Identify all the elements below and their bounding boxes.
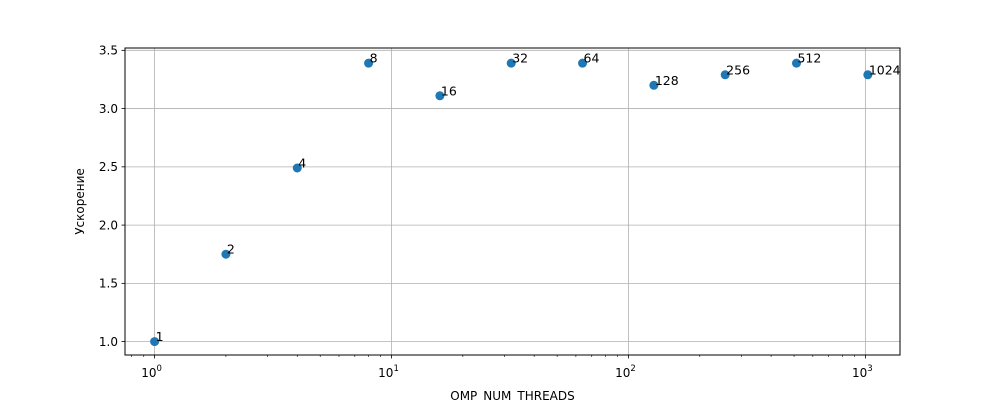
data-point-label: 8 (370, 51, 378, 66)
data-point-label: 16 (441, 83, 457, 98)
x-tick-base: 10 (378, 366, 393, 380)
data-point (221, 249, 231, 259)
data-point-label: 128 (655, 73, 679, 88)
data-point-label: 32 (512, 51, 528, 66)
data-point (578, 58, 588, 68)
x-tick-label: 103 (852, 364, 873, 380)
data-point-label: 2 (227, 242, 235, 257)
x-tick-base: 10 (852, 366, 867, 380)
x-tick-exponent: 0 (157, 364, 162, 374)
x-tick-label: 102 (615, 364, 636, 380)
y-tick-label: 3.0 (99, 102, 118, 116)
data-point (364, 58, 374, 68)
data-point (863, 70, 873, 80)
data-labels: 1 2 4 8 16 32 64 128 256 512 1024 (156, 51, 901, 344)
x-axis-label: OMP_NUM_THREADS (450, 389, 575, 400)
data-point (506, 58, 516, 68)
x-tick-label: 101 (378, 364, 399, 380)
plot-frame (124, 47, 901, 356)
data-point-label: 1024 (869, 62, 901, 77)
x-tick-exponent: 1 (393, 364, 398, 374)
y-axis-ticks: 1.0 1.5 2.0 2.5 3.0 3.5 (99, 44, 125, 349)
data-point (649, 80, 659, 90)
data-point-label: 64 (584, 51, 600, 66)
x-axis-ticks: 100 101 102 103 (131, 355, 873, 380)
data-points (150, 58, 873, 347)
data-point (435, 91, 445, 101)
y-tick-label: 3.5 (99, 44, 118, 58)
y-axis-label: Ускорение (73, 168, 87, 235)
data-point (720, 70, 730, 80)
data-point (150, 337, 160, 347)
x-tick-exponent: 2 (630, 364, 635, 374)
grid (125, 48, 900, 355)
y-tick-label: 2.0 (99, 218, 118, 232)
data-point-label: 4 (298, 156, 306, 171)
x-tick-base: 10 (615, 366, 630, 380)
x-tick-base: 10 (141, 366, 156, 380)
data-point-label: 512 (797, 51, 821, 66)
data-point-label: 1 (156, 329, 164, 344)
y-tick-label: 1.5 (99, 277, 118, 291)
y-tick-label: 2.5 (99, 160, 118, 174)
x-tick-label: 100 (141, 364, 162, 380)
x-tick-exponent: 3 (867, 364, 872, 374)
data-point-label: 256 (726, 62, 750, 77)
data-point (292, 163, 302, 173)
data-point (791, 58, 801, 68)
y-tick-label: 1.0 (99, 335, 118, 349)
